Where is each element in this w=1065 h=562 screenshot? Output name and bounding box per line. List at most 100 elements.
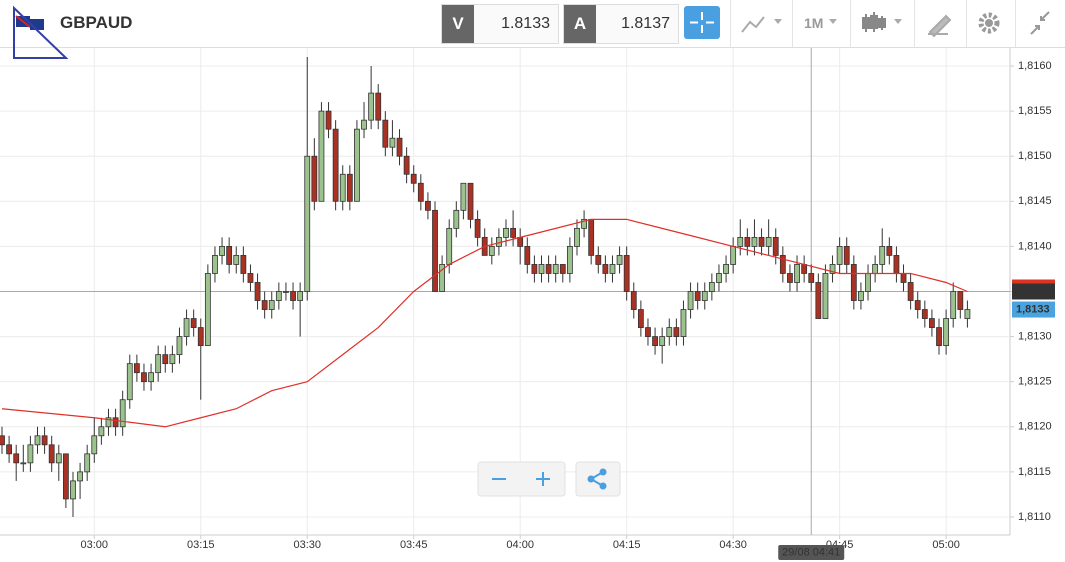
zoom-box bbox=[477, 461, 566, 497]
separator bbox=[966, 0, 967, 47]
crosshair-price-box bbox=[1012, 283, 1055, 300]
candle-body bbox=[652, 336, 658, 347]
candle-body bbox=[474, 218, 481, 238]
candle-body bbox=[34, 435, 41, 446]
candle-body bbox=[410, 173, 417, 184]
candle-body bbox=[439, 264, 446, 292]
candle-body bbox=[112, 417, 119, 428]
candle-body bbox=[268, 300, 275, 310]
candle-body bbox=[694, 291, 701, 301]
candles-icon[interactable] bbox=[862, 12, 886, 32]
symbol-icon bbox=[13, 5, 69, 59]
flag-au bbox=[30, 19, 44, 30]
candle-body bbox=[169, 354, 176, 365]
zoom-in[interactable] bbox=[536, 472, 550, 486]
y-tick-label: 1,8160 bbox=[1018, 60, 1052, 72]
candle-body bbox=[865, 273, 871, 292]
candle-body bbox=[290, 291, 296, 301]
candle-body bbox=[446, 227, 453, 265]
candle-body bbox=[13, 453, 20, 464]
settings-icon[interactable] bbox=[978, 12, 1000, 34]
candle-body bbox=[836, 246, 843, 265]
share-dot bbox=[599, 482, 607, 490]
bid-price: 1.8133 bbox=[501, 15, 550, 32]
candle-body bbox=[460, 182, 467, 211]
candle-body bbox=[403, 155, 410, 175]
candle-body bbox=[453, 209, 460, 229]
candle-body bbox=[751, 236, 758, 247]
ask-box[interactable]: A 1.8137 bbox=[563, 4, 679, 44]
candle-body bbox=[0, 435, 5, 446]
candle-body bbox=[858, 291, 864, 301]
candle-body bbox=[645, 327, 651, 337]
x-tick-label: 03:00 bbox=[81, 539, 109, 551]
candle-body bbox=[744, 236, 751, 247]
candle-body bbox=[787, 273, 793, 283]
candle-body bbox=[62, 453, 69, 500]
candle-body bbox=[247, 273, 254, 283]
separator bbox=[730, 0, 731, 47]
settings-hub bbox=[985, 19, 993, 27]
symbol[interactable]: GBPAUD bbox=[60, 13, 133, 32]
chart-type-icon[interactable] bbox=[741, 16, 765, 33]
candle-body bbox=[311, 155, 318, 202]
candle-body bbox=[389, 137, 396, 148]
candle-body bbox=[226, 246, 233, 265]
draw-icon[interactable] bbox=[928, 14, 952, 38]
share-dot bbox=[587, 475, 595, 483]
candle-body bbox=[886, 246, 893, 256]
candle-body bbox=[843, 246, 850, 265]
candle-body bbox=[829, 264, 836, 274]
candle-body bbox=[48, 444, 55, 464]
last-price-label: 1,8133 bbox=[1016, 303, 1050, 315]
candle-body bbox=[808, 273, 815, 283]
candle-body bbox=[126, 363, 133, 401]
caret bbox=[829, 19, 837, 24]
candle-body bbox=[432, 209, 438, 292]
candle-body bbox=[133, 363, 140, 374]
candle-body bbox=[758, 236, 765, 247]
candle-body bbox=[730, 246, 737, 265]
candle-body bbox=[141, 372, 147, 383]
candle-body bbox=[950, 291, 957, 319]
candle-body bbox=[574, 227, 580, 247]
candle-body bbox=[566, 246, 573, 274]
candle-body bbox=[368, 92, 375, 121]
candle-body bbox=[332, 128, 339, 202]
crosshair-button[interactable] bbox=[684, 6, 720, 39]
last-price-box bbox=[1012, 301, 1055, 318]
candle-body bbox=[283, 291, 289, 293]
candle-body bbox=[701, 291, 708, 301]
candle-body bbox=[794, 264, 800, 283]
candle-body bbox=[261, 300, 268, 310]
candle-body bbox=[105, 417, 112, 428]
candle-body bbox=[595, 255, 602, 265]
candle-body bbox=[467, 182, 474, 220]
candle-body bbox=[914, 300, 921, 310]
timeframe[interactable]: 1M bbox=[804, 15, 824, 31]
candle-body bbox=[254, 282, 261, 301]
y-tick-label: 1,8130 bbox=[1018, 330, 1052, 342]
candle-body bbox=[98, 426, 105, 437]
crosshair-price-flag bbox=[1012, 279, 1055, 284]
candle-body bbox=[815, 282, 822, 319]
y-tick-label: 1,8145 bbox=[1018, 195, 1052, 207]
x-tick-label: 03:30 bbox=[293, 539, 321, 551]
candle-body bbox=[957, 291, 964, 310]
x-tick-label: 03:45 bbox=[400, 539, 428, 551]
collapse-icon[interactable] bbox=[1030, 11, 1050, 35]
candle-body bbox=[233, 255, 240, 265]
candle-body bbox=[382, 119, 389, 148]
caret bbox=[774, 19, 782, 24]
candle-body bbox=[27, 444, 34, 464]
candle-body bbox=[630, 291, 637, 310]
candle-body bbox=[936, 327, 942, 347]
candle-body bbox=[687, 291, 694, 310]
bid-box[interactable]: V 1.8133 bbox=[441, 4, 559, 44]
candle-body bbox=[162, 354, 169, 365]
candle-body bbox=[510, 227, 516, 238]
candle-body bbox=[219, 246, 225, 256]
candle-body bbox=[204, 273, 211, 347]
